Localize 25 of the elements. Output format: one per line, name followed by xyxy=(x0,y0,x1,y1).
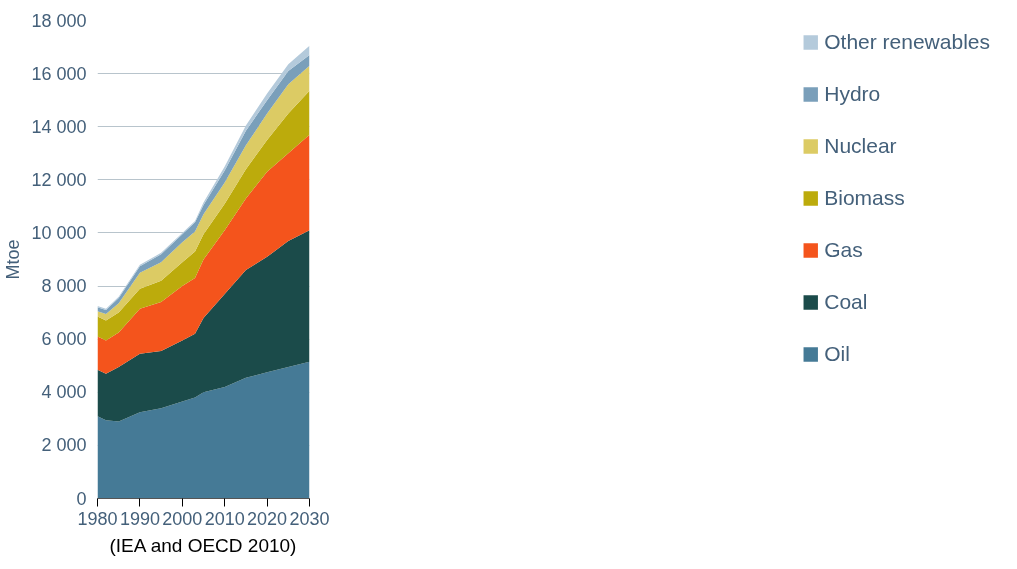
y-tick-label: 16 000 xyxy=(31,63,87,84)
x-tick-label: 2000 xyxy=(162,508,203,529)
legend-label: Other renewables xyxy=(824,30,990,54)
x-tick-label: 2030 xyxy=(289,508,330,529)
y-tick-label: 14 000 xyxy=(31,116,87,137)
x-tick-label: 2010 xyxy=(204,508,245,529)
legend-label: Oil xyxy=(824,342,850,366)
legend-label: Gas xyxy=(824,238,863,262)
text: (IEA and OECD 2010) xyxy=(109,534,297,556)
y-tick-label: 0 xyxy=(76,488,87,509)
y-tick-label: 2 000 xyxy=(41,435,87,456)
y-tick-label: 4 000 xyxy=(41,382,87,403)
y-tick-label: 12 000 xyxy=(31,169,87,190)
y-tick-label: 8 000 xyxy=(41,276,87,297)
legend-label: Biomass xyxy=(824,186,905,210)
y-tick-label: 18 000 xyxy=(31,10,87,31)
y-axis-title: Mtoe xyxy=(3,239,24,280)
y-tick-label: 6 000 xyxy=(41,329,87,350)
legend-label: Coal xyxy=(824,290,868,314)
legend-label: Nuclear xyxy=(824,134,897,158)
y-tick-label: 10 000 xyxy=(31,222,87,243)
legend-label: Hydro xyxy=(824,82,881,106)
x-tick-label: 1980 xyxy=(77,508,118,529)
x-tick-label: 1990 xyxy=(119,508,160,529)
x-tick-label: 2020 xyxy=(247,508,288,529)
